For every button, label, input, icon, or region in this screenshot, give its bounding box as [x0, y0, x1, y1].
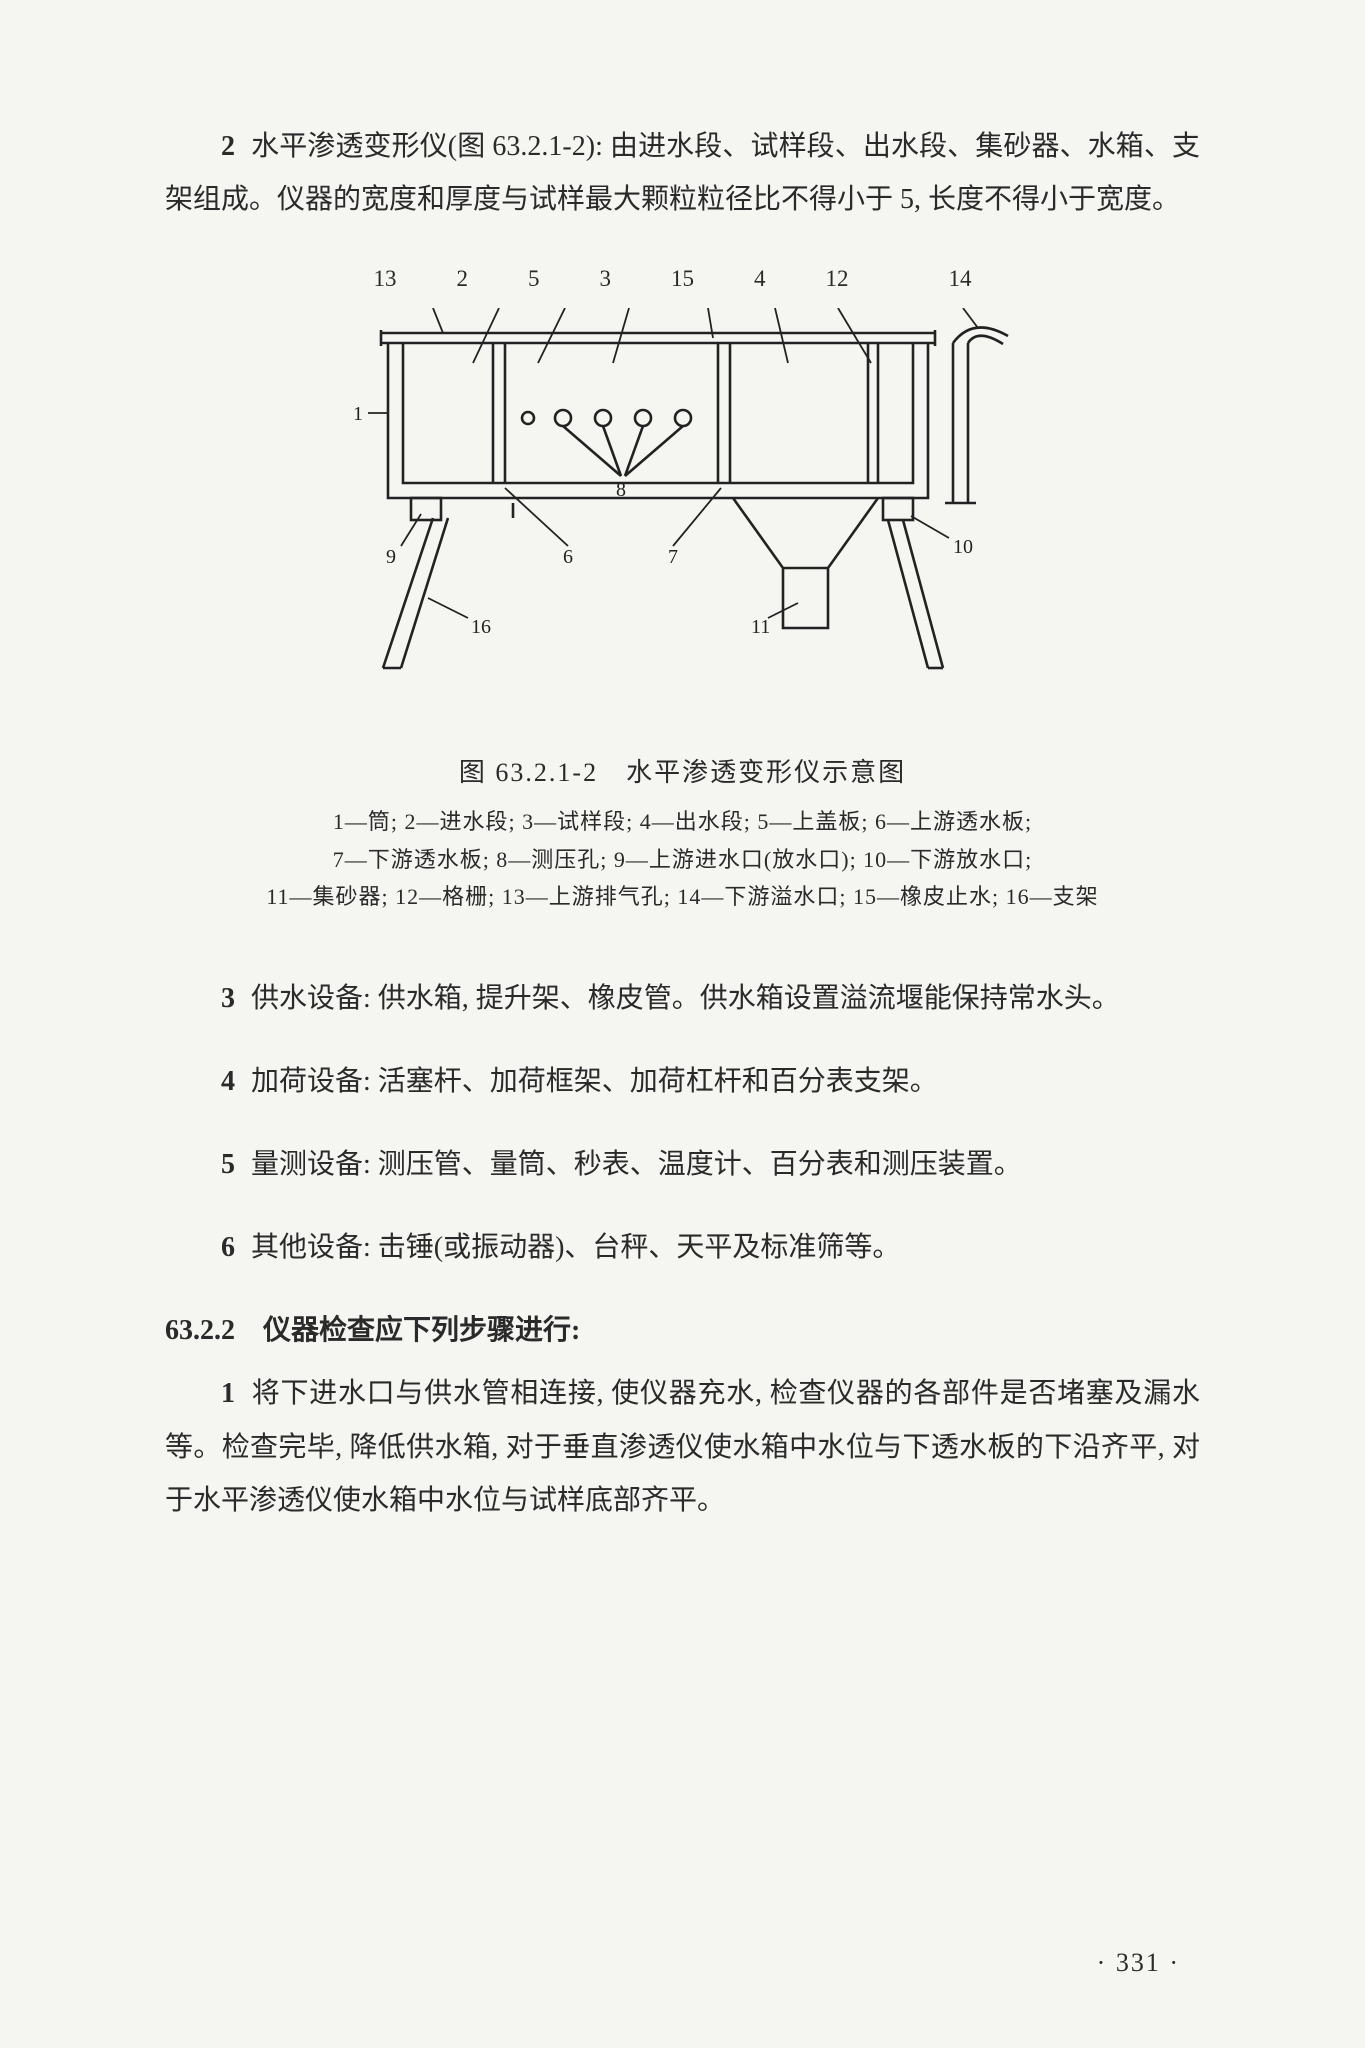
list-number: 6: [221, 1232, 235, 1263]
caption-line-3: 11—集砂器; 12—格栅; 13—上游排气孔; 14—下游溢水口; 15—橡皮…: [165, 878, 1200, 915]
paragraph-text: 其他设备: 击锤(或振动器)、台秤、天平及标准筛等。: [251, 1232, 900, 1263]
list-number: 5: [221, 1149, 235, 1180]
paragraph-text: 水平渗透变形仪(图 63.2.1-2): 由进水段、试样段、出水段、集砂器、水箱…: [165, 131, 1200, 215]
paragraph-2: 2水平渗透变形仪(图 63.2.1-2): 由进水段、试样段、出水段、集砂器、水…: [165, 120, 1200, 226]
label-6-text: 6: [563, 546, 573, 568]
step-1: 1将下进水口与供水管相连接, 使仪器充水, 检查仪器的各部件是否堵塞及漏水等。检…: [165, 1367, 1200, 1527]
paragraph-text: 将下进水口与供水管相连接, 使仪器充水, 检查仪器的各部件是否堵塞及漏水等。检查…: [165, 1378, 1200, 1515]
label-3: 3: [600, 266, 612, 292]
paragraph-5: 5 量测设备: 测压管、量筒、秒表、温度计、百分表和测压装置。: [165, 1138, 1200, 1191]
list-number: 1: [221, 1378, 235, 1409]
label-4: 4: [754, 266, 766, 292]
label-7-text: 7: [668, 546, 678, 568]
apparatus-diagram: 1 8 9 6 7 11 10 16: [313, 308, 1053, 728]
label-14: 14: [949, 266, 972, 292]
list-number: 3: [221, 983, 235, 1014]
label-1-text: 1: [353, 403, 363, 425]
label-2: 2: [457, 266, 469, 292]
figure-diagram: 1 8 9 6 7 11 10 16: [165, 308, 1200, 728]
caption-line-2: 7—下游透水板; 8—测压孔; 9—上游进水口(放水口); 10—下游放水口;: [165, 841, 1200, 878]
label-15: 15: [671, 266, 694, 292]
label-8-text: 8: [616, 479, 626, 501]
figure-top-labels: 13 2 5 3 15 4 12 14: [165, 266, 1200, 292]
label-9-text: 9: [386, 546, 396, 568]
label-16-text: 16: [471, 616, 491, 638]
label-10-text: 10: [953, 536, 973, 558]
figure-caption-title: 图 63.2.1-2 水平渗透变形仪示意图: [165, 752, 1200, 789]
label-13: 13: [374, 266, 397, 292]
paragraph-4: 4 加荷设备: 活塞杆、加荷框架、加荷杠杆和百分表支架。: [165, 1055, 1200, 1108]
paragraph-6: 6 其他设备: 击锤(或振动器)、台秤、天平及标准筛等。: [165, 1221, 1200, 1274]
section-63-2-2: 63.2.2 仪器检查应下列步骤进行:: [165, 1304, 1200, 1357]
paragraph-3: 3 供水设备: 供水箱, 提升架、橡皮管。供水箱设置溢流堰能保持常水头。: [165, 972, 1200, 1025]
list-number: 4: [221, 1066, 235, 1097]
figure-caption-block: 1—筒; 2—进水段; 3—试样段; 4—出水段; 5—上盖板; 6—上游透水板…: [165, 803, 1200, 915]
list-number: 2: [221, 131, 235, 162]
label-11-text: 11: [751, 616, 770, 638]
paragraph-text: 供水设备: 供水箱, 提升架、橡皮管。供水箱设置溢流堰能保持常水头。: [251, 983, 1120, 1014]
label-12: 12: [826, 266, 849, 292]
paragraph-text: 加荷设备: 活塞杆、加荷框架、加荷杠杆和百分表支架。: [251, 1066, 938, 1097]
caption-line-1: 1—筒; 2—进水段; 3—试样段; 4—出水段; 5—上盖板; 6—上游透水板…: [165, 803, 1200, 840]
label-5: 5: [528, 266, 540, 292]
paragraph-text: 量测设备: 测压管、量筒、秒表、温度计、百分表和测压装置。: [251, 1149, 1022, 1180]
page-number: · 331 ·: [1097, 1948, 1180, 1978]
